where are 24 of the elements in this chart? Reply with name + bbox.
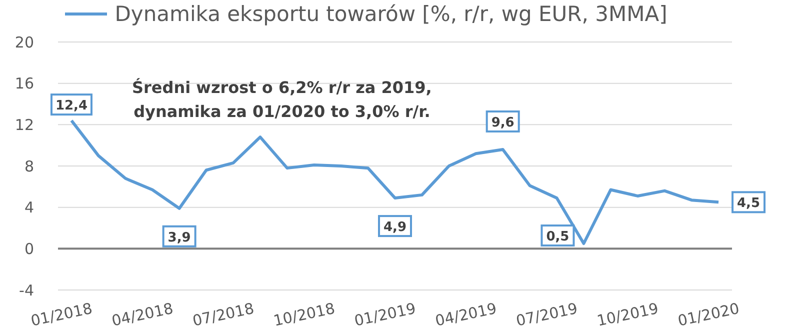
annotation: Średni wzrost o 6,2% r/r za 2019, dynamika za 01/2020 to 3,0% r/r. (132, 77, 432, 123)
x-tick-label: 10/2018 (272, 299, 337, 330)
x-tick-label: 07/2018 (190, 299, 256, 330)
x-tick-label: 10/2019 (595, 299, 660, 330)
x-tick-label: 01/2019 (352, 299, 418, 330)
data-label: 9,6 (491, 115, 514, 130)
x-tick-label: 04/2018 (110, 299, 175, 330)
y-tick-label: -4 (19, 281, 34, 300)
x-tick-label: 04/2019 (434, 299, 498, 330)
x-tick-label: 01/2018 (29, 299, 94, 330)
data-label: 0,5 (546, 230, 570, 244)
y-tick-label: 0 (24, 240, 34, 258)
data-label: 12,4 (55, 98, 88, 114)
y-tick-label: 4 (24, 198, 34, 217)
x-tick-label: 01/2020 (676, 299, 741, 330)
y-tick-label: 20 (14, 33, 34, 52)
legend-label: Dynamika eksportu towarów [%, r/r, wg EUR, 3MMA] (114, 2, 668, 26)
data-label: 4,5 (737, 196, 760, 212)
x-tick-label: 07/2019 (514, 299, 580, 330)
y-tick-label: 8 (24, 157, 34, 176)
data-label: 4,9 (383, 220, 407, 236)
y-tick-label: 12 (14, 116, 34, 134)
data-label: 3,9 (168, 230, 191, 246)
y-tick-label: 16 (14, 74, 34, 93)
